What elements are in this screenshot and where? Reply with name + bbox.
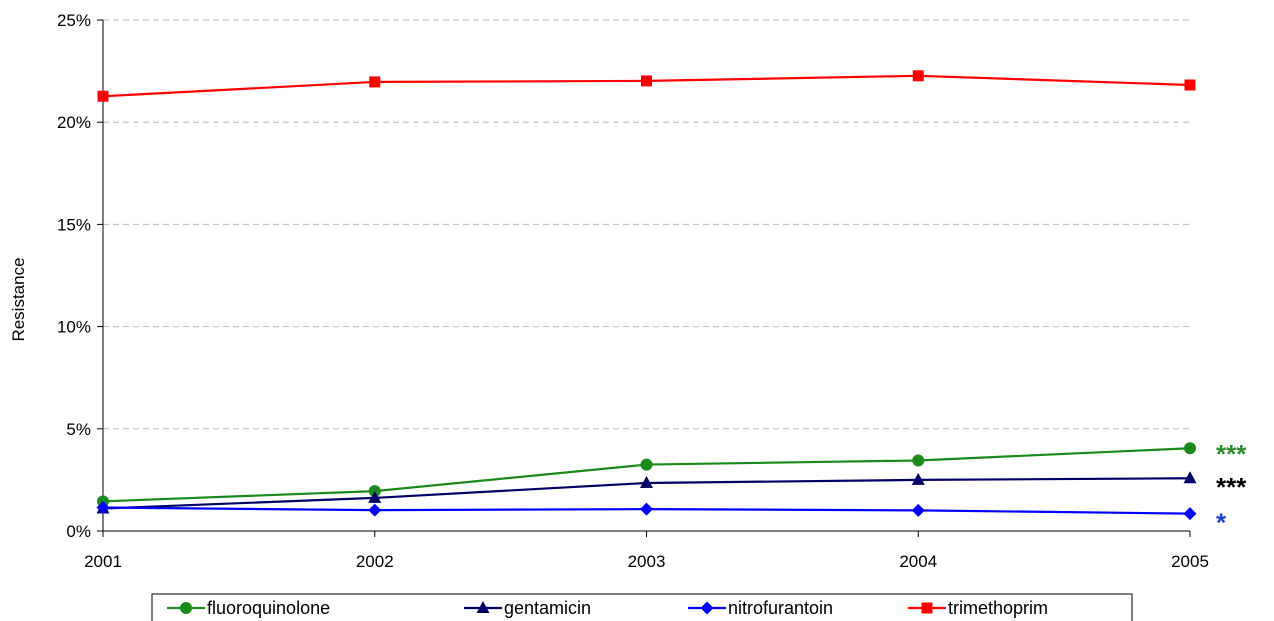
- y-tick-label: 15%: [57, 215, 91, 234]
- data-point-nitrofurantoin: [368, 503, 382, 517]
- legend-label: gentamicin: [504, 598, 591, 618]
- x-tick-label: 2001: [84, 552, 122, 571]
- series-line-fluoroquinolone: [102, 447, 1191, 503]
- legend-label: fluoroquinolone: [207, 598, 330, 618]
- x-tick-label: 2002: [356, 552, 394, 571]
- data-point-nitrofurantoin: [1183, 507, 1197, 521]
- legend-item-gentamicin: gentamicin: [464, 598, 591, 618]
- legend-label: trimethoprim: [948, 598, 1048, 618]
- data-point-gentamicin: [640, 475, 653, 488]
- data-point-trimethoprim: [912, 70, 924, 82]
- y-tick-label: 5%: [66, 420, 91, 439]
- x-tick-label: 2003: [628, 552, 666, 571]
- x-tick-label: 2004: [899, 552, 937, 571]
- significance-marks: *******: [1216, 439, 1247, 537]
- data-point-gentamicin: [911, 472, 925, 485]
- data-point-fluoroquinolone: [1184, 442, 1196, 455]
- data-point-nitrofurantoin: [640, 502, 653, 516]
- y-tick-label: 0%: [66, 522, 91, 541]
- axes: [97, 19, 1191, 537]
- legend: fluoroquinolone gentamicin nitrofurantoin t…: [151, 593, 1133, 621]
- series-trimethoprim: [97, 70, 1196, 102]
- y-tick-label: 10%: [57, 318, 91, 337]
- y-tick-label: 20%: [57, 113, 91, 132]
- significance-mark-nitrofurantoin: *: [1216, 507, 1227, 537]
- data-point-gentamicin: [368, 490, 382, 503]
- data-point-fluoroquinolone: [912, 454, 925, 467]
- data-point-gentamicin: [1183, 471, 1197, 484]
- x-tick-labels: 2001 2002 2003 2004 2005: [84, 552, 1209, 571]
- y-tick-labels: 0% 5% 10% 15% 20% 25%: [57, 11, 91, 541]
- legend-marker: [180, 602, 192, 614]
- gridlines: [103, 19, 1190, 430]
- data-point-trimethoprim: [97, 90, 109, 102]
- data-point-nitrofurantoin: [96, 500, 110, 514]
- legend-item-fluoroquinolone: fluoroquinolone: [167, 598, 330, 618]
- data-point-trimethoprim: [1184, 79, 1196, 91]
- data-point-fluoroquinolone: [640, 458, 653, 471]
- data-point-trimethoprim: [369, 76, 381, 88]
- legend-marker: [476, 601, 490, 613]
- legend-marker: [700, 601, 714, 615]
- significance-mark-gentamicin: ***: [1216, 472, 1247, 502]
- y-tick-label: 25%: [57, 11, 91, 30]
- legend-marker: [921, 602, 933, 614]
- y-axis-title: Resistance: [9, 257, 28, 341]
- data-point-trimethoprim: [641, 75, 652, 87]
- series-fluoroquinolone: [97, 442, 1196, 508]
- significance-mark-fluoroquinolone: ***: [1216, 439, 1247, 469]
- legend-box: [151, 593, 1133, 621]
- series-nitrofurantoin: [96, 500, 1197, 521]
- series-layer: [96, 70, 1197, 521]
- legend-item-nitrofurantoin: nitrofurantoin: [688, 598, 833, 618]
- legend-item-trimethoprim: trimethoprim: [908, 598, 1048, 618]
- legend-label: nitrofurantoin: [728, 598, 833, 618]
- x-tick-label: 2005: [1171, 552, 1209, 571]
- data-point-nitrofurantoin: [911, 503, 925, 517]
